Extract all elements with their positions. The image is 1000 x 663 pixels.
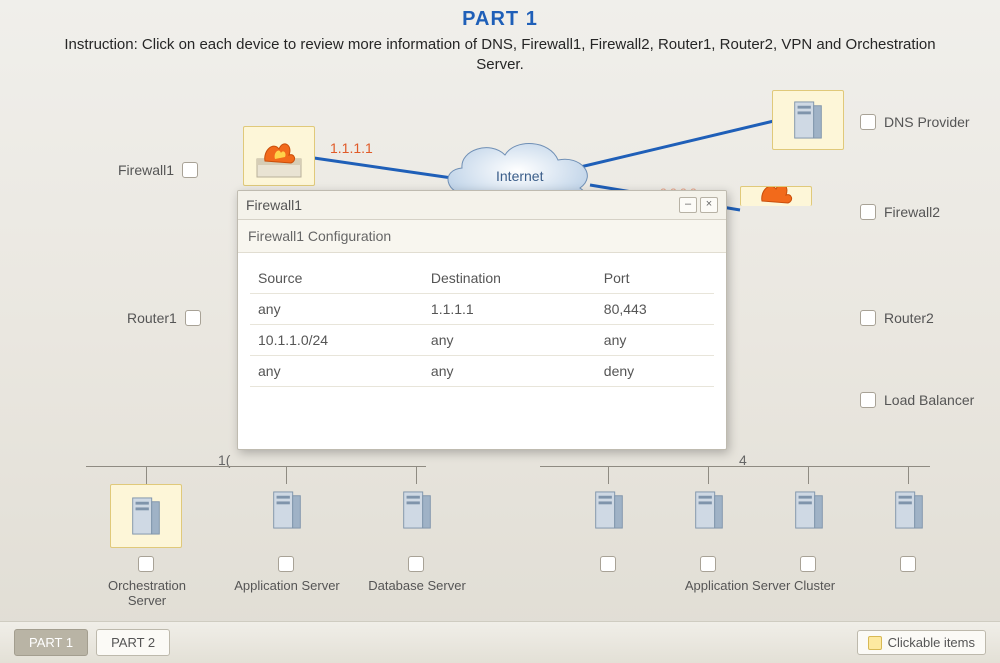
device-cluster-2[interactable]: [678, 488, 740, 544]
table-row: 10.1.1.0/24anyany: [250, 325, 714, 356]
check-router1[interactable]: [185, 310, 201, 326]
config-popup: Firewall1 – × Firewall1 Configuration So…: [237, 190, 727, 450]
device-cluster-4[interactable]: [878, 488, 940, 544]
fw1-ip: 1.1.1.1: [330, 140, 373, 156]
label-router1: Router1: [127, 310, 201, 326]
legend-swatch: [868, 636, 882, 650]
label-fw2-text: Firewall2: [884, 204, 940, 220]
legend-text: Clickable items: [888, 635, 975, 650]
popup-titlebar[interactable]: Firewall1 – ×: [238, 191, 726, 220]
network-diagram: Internet 1.1.1.1 Firewall1 Router1 DNS P…: [0, 0, 1000, 663]
check-app[interactable]: [278, 556, 294, 572]
label-router2: Router2: [860, 310, 934, 326]
server-icon: [790, 488, 828, 532]
label-firewall1: Firewall1: [118, 162, 198, 178]
firewall-icon: [249, 131, 309, 181]
check-firewall1[interactable]: [182, 162, 198, 178]
label-router1-text: Router1: [127, 310, 177, 326]
config-table: Source Destination Port any1.1.1.180,443…: [250, 263, 714, 387]
label-router2-text: Router2: [884, 310, 934, 326]
minimize-button[interactable]: –: [679, 197, 697, 213]
label-cluster: Application Server Cluster: [650, 578, 870, 593]
col-dest: Destination: [423, 263, 596, 294]
legend: Clickable items: [857, 630, 986, 655]
label-orchestration: Orchestration Server: [92, 578, 202, 608]
check-orchestration[interactable]: [138, 556, 154, 572]
col-port: Port: [596, 263, 714, 294]
device-orchestration[interactable]: [110, 484, 182, 548]
footer-bar: PART 1 PART 2 Clickable items: [0, 621, 1000, 663]
server-icon: [590, 488, 628, 532]
check-dns[interactable]: [860, 114, 876, 130]
firewall-icon: [746, 186, 806, 206]
check-c1[interactable]: [600, 556, 616, 572]
popup-subtitle: Firewall1 Configuration: [238, 220, 726, 253]
server-icon: [890, 488, 928, 532]
check-c2[interactable]: [700, 556, 716, 572]
server-icon: [127, 494, 165, 538]
table-cell: 10.1.1.0/24: [250, 325, 423, 356]
table-cell: deny: [596, 356, 714, 387]
device-cluster-3[interactable]: [778, 488, 840, 544]
popup-title: Firewall1: [246, 197, 302, 213]
label-dns-text: DNS Provider: [884, 114, 970, 130]
label-firewall2: Firewall2: [860, 204, 940, 220]
col-source: Source: [250, 263, 423, 294]
table-cell: any: [423, 325, 596, 356]
check-router2[interactable]: [860, 310, 876, 326]
part2-button[interactable]: PART 2: [96, 629, 170, 656]
server-icon: [398, 488, 436, 532]
device-firewall1[interactable]: [243, 126, 315, 186]
label-firewall1-text: Firewall1: [118, 162, 174, 178]
label-lb-text: Load Balancer: [884, 392, 974, 408]
table-cell: any: [250, 356, 423, 387]
server-icon: [268, 488, 306, 532]
label-app: Application Server: [232, 578, 342, 593]
table-row: any1.1.1.180,443: [250, 294, 714, 325]
table-cell: 80,443: [596, 294, 714, 325]
device-app-server[interactable]: [256, 488, 318, 544]
check-lb[interactable]: [860, 392, 876, 408]
table-cell: any: [596, 325, 714, 356]
device-db-server[interactable]: [386, 488, 448, 544]
device-cluster-1[interactable]: [578, 488, 640, 544]
label-db: Database Server: [362, 578, 472, 593]
table-cell: 1.1.1.1: [423, 294, 596, 325]
label-dns: DNS Provider: [860, 114, 970, 130]
cloud-label: Internet: [496, 168, 543, 184]
device-firewall2[interactable]: [740, 186, 812, 206]
server-icon: [789, 98, 827, 142]
check-db[interactable]: [408, 556, 424, 572]
label-lb: Load Balancer: [860, 392, 974, 408]
device-dns[interactable]: [772, 90, 844, 150]
table-row: anyanydeny: [250, 356, 714, 387]
part1-button[interactable]: PART 1: [14, 629, 88, 656]
check-firewall2[interactable]: [860, 204, 876, 220]
table-cell: any: [423, 356, 596, 387]
server-icon: [690, 488, 728, 532]
check-c3[interactable]: [800, 556, 816, 572]
check-c4[interactable]: [900, 556, 916, 572]
table-cell: any: [250, 294, 423, 325]
close-button[interactable]: ×: [700, 197, 718, 213]
